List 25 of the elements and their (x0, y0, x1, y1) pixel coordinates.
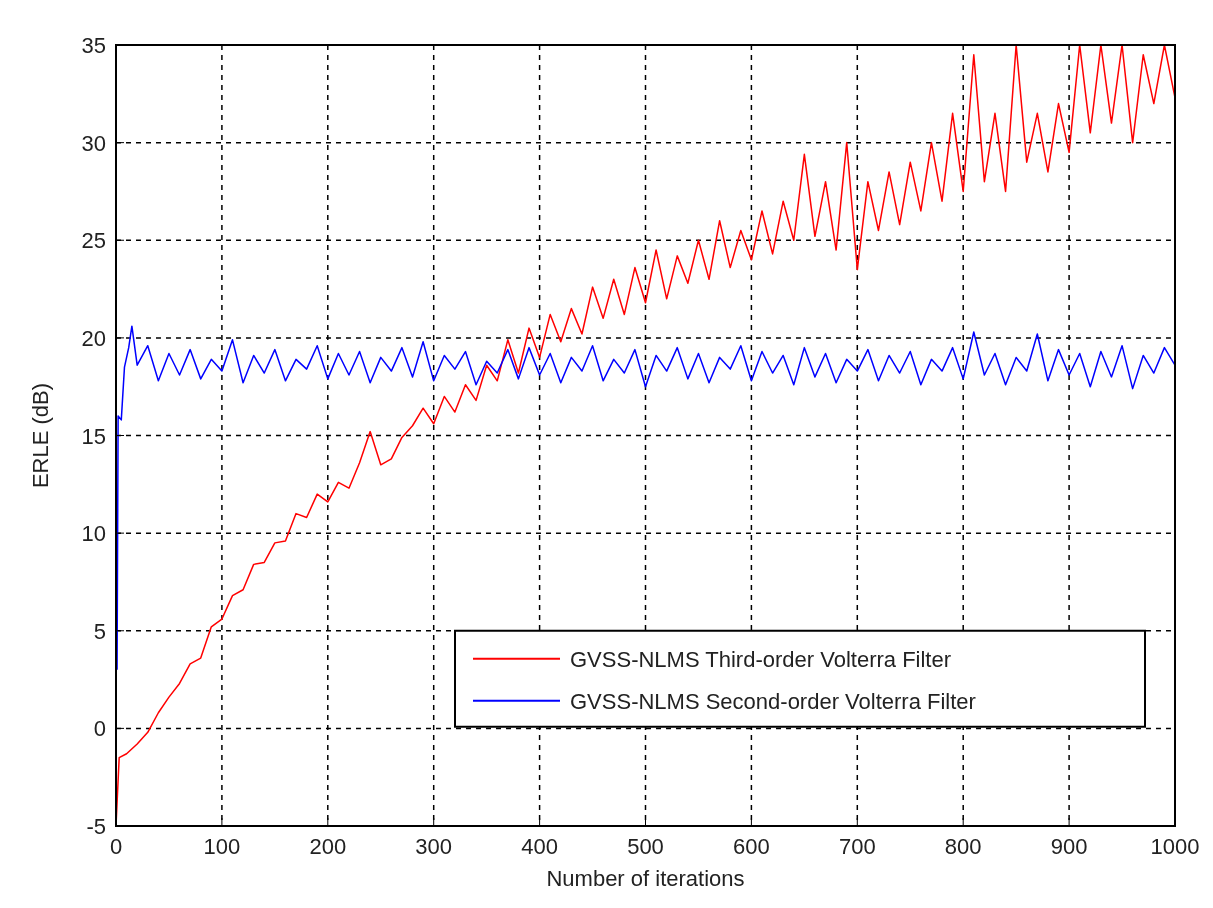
x-tick-label: 400 (521, 834, 558, 859)
y-axis-title: ERLE (dB) (28, 382, 53, 489)
y-tick-label: 20 (81, 325, 106, 351)
x-tick-label: 700 (838, 834, 876, 859)
y-tick-label: 5 (93, 618, 106, 644)
legend-label: GVSS-NLMS Third-order Volterra Filter (570, 646, 952, 672)
y-tick-label: 30 (81, 130, 106, 156)
x-tick-label: 0 (109, 834, 123, 859)
legend-label: GVSS-NLMS Second-order Volterra Filter (570, 688, 976, 714)
y-tick-label: 25 (81, 228, 106, 254)
y-tick-label: 15 (81, 423, 106, 449)
y-tick-label: 35 (81, 33, 106, 58)
x-tick-label: 500 (627, 834, 664, 859)
x-tick-label: 900 (1050, 834, 1088, 859)
x-tick-label: 100 (203, 834, 241, 859)
x-tick-label: 600 (733, 834, 770, 859)
y-tick-label: 10 (81, 521, 106, 547)
x-tick-label: 1000 (1150, 834, 1200, 859)
x-tick-label: 300 (415, 834, 453, 859)
x-axis-title: Number of iterations (546, 866, 745, 891)
line-series (116, 325, 1175, 671)
x-tick-label: 800 (944, 834, 982, 859)
y-tick-label: -5 (86, 814, 106, 839)
x-tick-label: 200 (309, 834, 347, 859)
y-tick-label: 0 (93, 716, 106, 742)
